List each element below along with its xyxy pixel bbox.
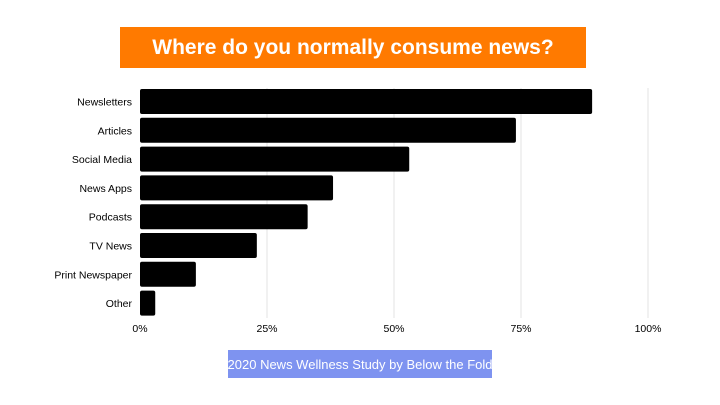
bar bbox=[140, 117, 516, 143]
category-label: News Apps bbox=[79, 183, 132, 195]
bar bbox=[140, 261, 196, 287]
category-label: TV News bbox=[89, 241, 132, 253]
category-label: Social Media bbox=[72, 154, 132, 166]
x-tick-label: 25% bbox=[256, 323, 277, 335]
bar bbox=[140, 204, 308, 230]
category-label: Newsletters bbox=[77, 97, 132, 109]
chart-title: Where do you normally consume news? bbox=[120, 27, 586, 68]
x-axis-tick-labels: 0% 25% 50% 75% 100% bbox=[132, 323, 661, 335]
category-label: Other bbox=[106, 298, 133, 310]
category-label: Articles bbox=[98, 125, 132, 137]
bar bbox=[140, 233, 257, 258]
bars bbox=[140, 89, 593, 316]
x-tick-label: 0% bbox=[132, 323, 147, 335]
category-labels: Newsletters Articles Social Media News Apps… bbox=[54, 97, 132, 311]
category-label: Podcasts bbox=[89, 212, 132, 224]
bar bbox=[140, 175, 334, 201]
x-tick-label: 50% bbox=[383, 323, 404, 335]
x-tick-label: 75% bbox=[510, 323, 531, 335]
category-label: Print Newspaper bbox=[54, 269, 132, 281]
bar bbox=[140, 89, 593, 114]
bar bbox=[140, 290, 156, 316]
x-tick-label: 100% bbox=[635, 323, 662, 335]
source-caption: 2020 News Wellness Study by Below the Fo… bbox=[228, 350, 492, 378]
bar bbox=[140, 146, 410, 172]
